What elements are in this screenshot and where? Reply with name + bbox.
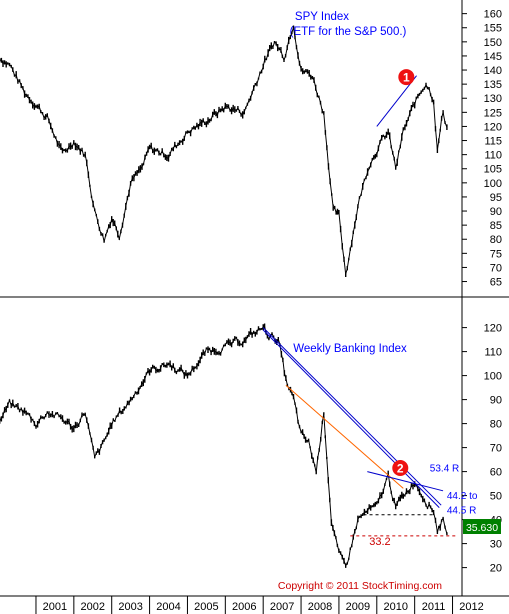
- spy-ytick-label-130: 130: [484, 93, 502, 105]
- last-value-background: [463, 519, 501, 534]
- spy-ytick-label-70: 70: [490, 262, 502, 274]
- spy-ytick-label-90: 90: [490, 206, 502, 218]
- spy-ytick-label-75: 75: [490, 248, 502, 260]
- spy-ytick-label-145: 145: [484, 51, 502, 63]
- spy-ytick-label-110: 110: [484, 150, 502, 162]
- x-tick-label-2012: 2012: [459, 601, 483, 613]
- x-tick-label-2010: 2010: [383, 601, 407, 613]
- spy-marker-1: [398, 69, 415, 86]
- spy-title: SPY Index: [295, 11, 349, 23]
- bank-ytick-label-20: 20: [490, 563, 502, 575]
- bank-annotation-8: 44.2 to: [447, 491, 478, 502]
- x-axis: 2001 2002 2003 2004 2005 2006 2007 2008 2009 2010…: [35, 596, 484, 614]
- bank-panel: Weekly Banking Index 2030405060708090100…: [0, 323, 502, 575]
- bank-ytick-label-90: 90: [490, 395, 502, 407]
- spy-ytick-label-135: 135: [484, 79, 502, 91]
- bank-annotation-10: 33.2: [369, 536, 390, 548]
- bank-ytick-label-30: 30: [490, 539, 502, 551]
- last-value-badge: 35.630: [463, 519, 501, 534]
- bank-trendline-1: [262, 329, 440, 508]
- bank-price-bars: [0, 323, 448, 568]
- bank-trendline-3: [367, 471, 444, 492]
- x-tick-label-2008: 2008: [308, 601, 332, 613]
- spy-ytick-label-95: 95: [490, 192, 502, 204]
- spy-ytick-label-160: 160: [484, 9, 502, 21]
- bank-trendline-0: [262, 327, 442, 506]
- bank-ytick-label-50: 50: [490, 491, 502, 503]
- last-value-text: 35.630: [466, 522, 498, 534]
- x-tick-label-2011: 2011: [422, 601, 446, 613]
- spy-ytick-label-105: 105: [484, 164, 502, 176]
- bank-annotation-7: 53.4 R: [430, 464, 459, 475]
- spy-panel: SPY Index (ETF for the S&P 500.) 65 70 75 8…: [0, 9, 502, 289]
- spy-ytick-label-120: 120: [484, 121, 502, 133]
- x-tick-label-2009: 2009: [346, 601, 370, 613]
- spy-ytick-label-150: 150: [484, 37, 502, 49]
- spy-ytick-label-85: 85: [490, 220, 502, 232]
- x-tick-label-2001: 2001: [43, 601, 67, 613]
- spy-ytick-label-80: 80: [490, 234, 502, 246]
- bank-ytick-label-110: 110: [484, 347, 502, 359]
- spy-ytick-label-125: 125: [484, 107, 502, 119]
- bank-marker-label-2: 2: [397, 462, 404, 476]
- spy-ytick-label-155: 155: [484, 23, 502, 35]
- bank-ytick-label-70: 70: [490, 443, 502, 455]
- bank-annotation-9: 44.5 R: [447, 506, 476, 517]
- x-tick-label-2005: 2005: [194, 601, 218, 613]
- bank-ytick-label-120: 120: [484, 323, 502, 335]
- copyright: Copyright © 2011 StockTiming.com: [278, 580, 442, 592]
- bank-ytick-label-60: 60: [490, 467, 502, 479]
- x-tick-label-2003: 2003: [118, 601, 142, 613]
- bank-title: Weekly Banking Index: [293, 343, 407, 355]
- spy-marker-label-1: 1: [403, 71, 410, 85]
- bank-ytick-label-100: 100: [484, 371, 502, 383]
- x-tick-label-2007: 2007: [270, 601, 294, 613]
- bank-marker-2: [392, 460, 409, 476]
- spy-ytick-label-100: 100: [484, 178, 502, 190]
- x-tick-label-2006: 2006: [232, 601, 256, 613]
- spy-subtitle: (ETF for the S&P 500.): [290, 26, 407, 38]
- spy-price-bars: [0, 25, 448, 277]
- x-tick-label-2004: 2004: [156, 601, 180, 613]
- spy-ytick-label-140: 140: [484, 65, 502, 77]
- spy-ytick-label-65: 65: [490, 277, 502, 289]
- bank-ytick-label-80: 80: [490, 419, 502, 431]
- x-tick-label-2002: 2002: [81, 601, 105, 613]
- bank-price-line: [0, 325, 448, 567]
- bank-trendline-2: [285, 384, 404, 489]
- spy-ytick-label-115: 115: [484, 136, 502, 148]
